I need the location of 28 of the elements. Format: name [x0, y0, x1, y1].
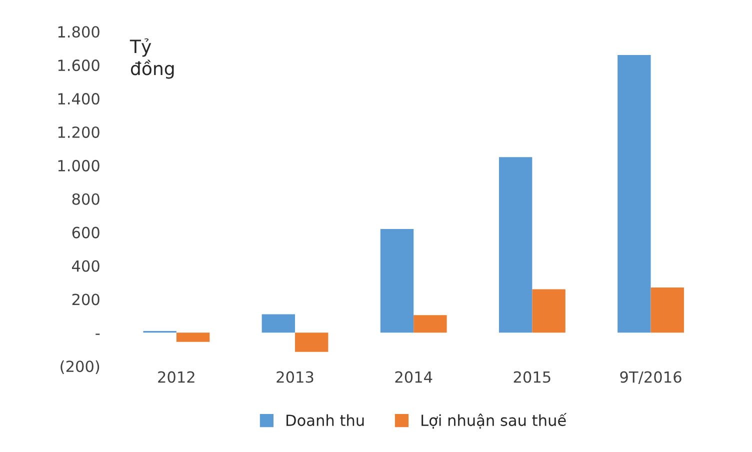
y-tick-label: 1.000	[58, 160, 100, 172]
bar	[176, 332, 210, 342]
legend-label: Lợi nhuận sau thuế	[422, 412, 567, 429]
x-tick-label: 2014	[395, 371, 432, 383]
y-tick-label: 200	[72, 294, 100, 306]
bar	[532, 289, 566, 333]
y-tick-label: 1.400	[58, 93, 100, 105]
y-tick-label: 800	[72, 193, 100, 205]
bar	[650, 288, 684, 333]
x-tick-label: 9T/2016	[620, 371, 682, 384]
bar	[262, 314, 296, 333]
y-tick-label: 1.800	[58, 26, 100, 38]
x-tick-label: 2013	[276, 371, 314, 383]
legend-label: Doanh thu	[286, 414, 364, 426]
bar	[498, 157, 532, 333]
bar	[618, 55, 651, 333]
x-tick-label: 2012	[158, 371, 194, 383]
y-tick-label: 1.200	[58, 126, 100, 138]
y-tick-label: (200)	[60, 360, 100, 374]
y-tick-label: 1.600	[58, 60, 100, 72]
y-tick-label: -	[96, 334, 100, 335]
bar	[295, 332, 328, 352]
bar	[380, 228, 414, 333]
y-tick-label: 400	[72, 260, 100, 272]
y-axis-title: Tỷ đồng	[130, 38, 174, 79]
bar	[414, 315, 447, 333]
y-tick-label: 600	[72, 226, 100, 238]
x-tick-label: 2015	[514, 371, 550, 383]
